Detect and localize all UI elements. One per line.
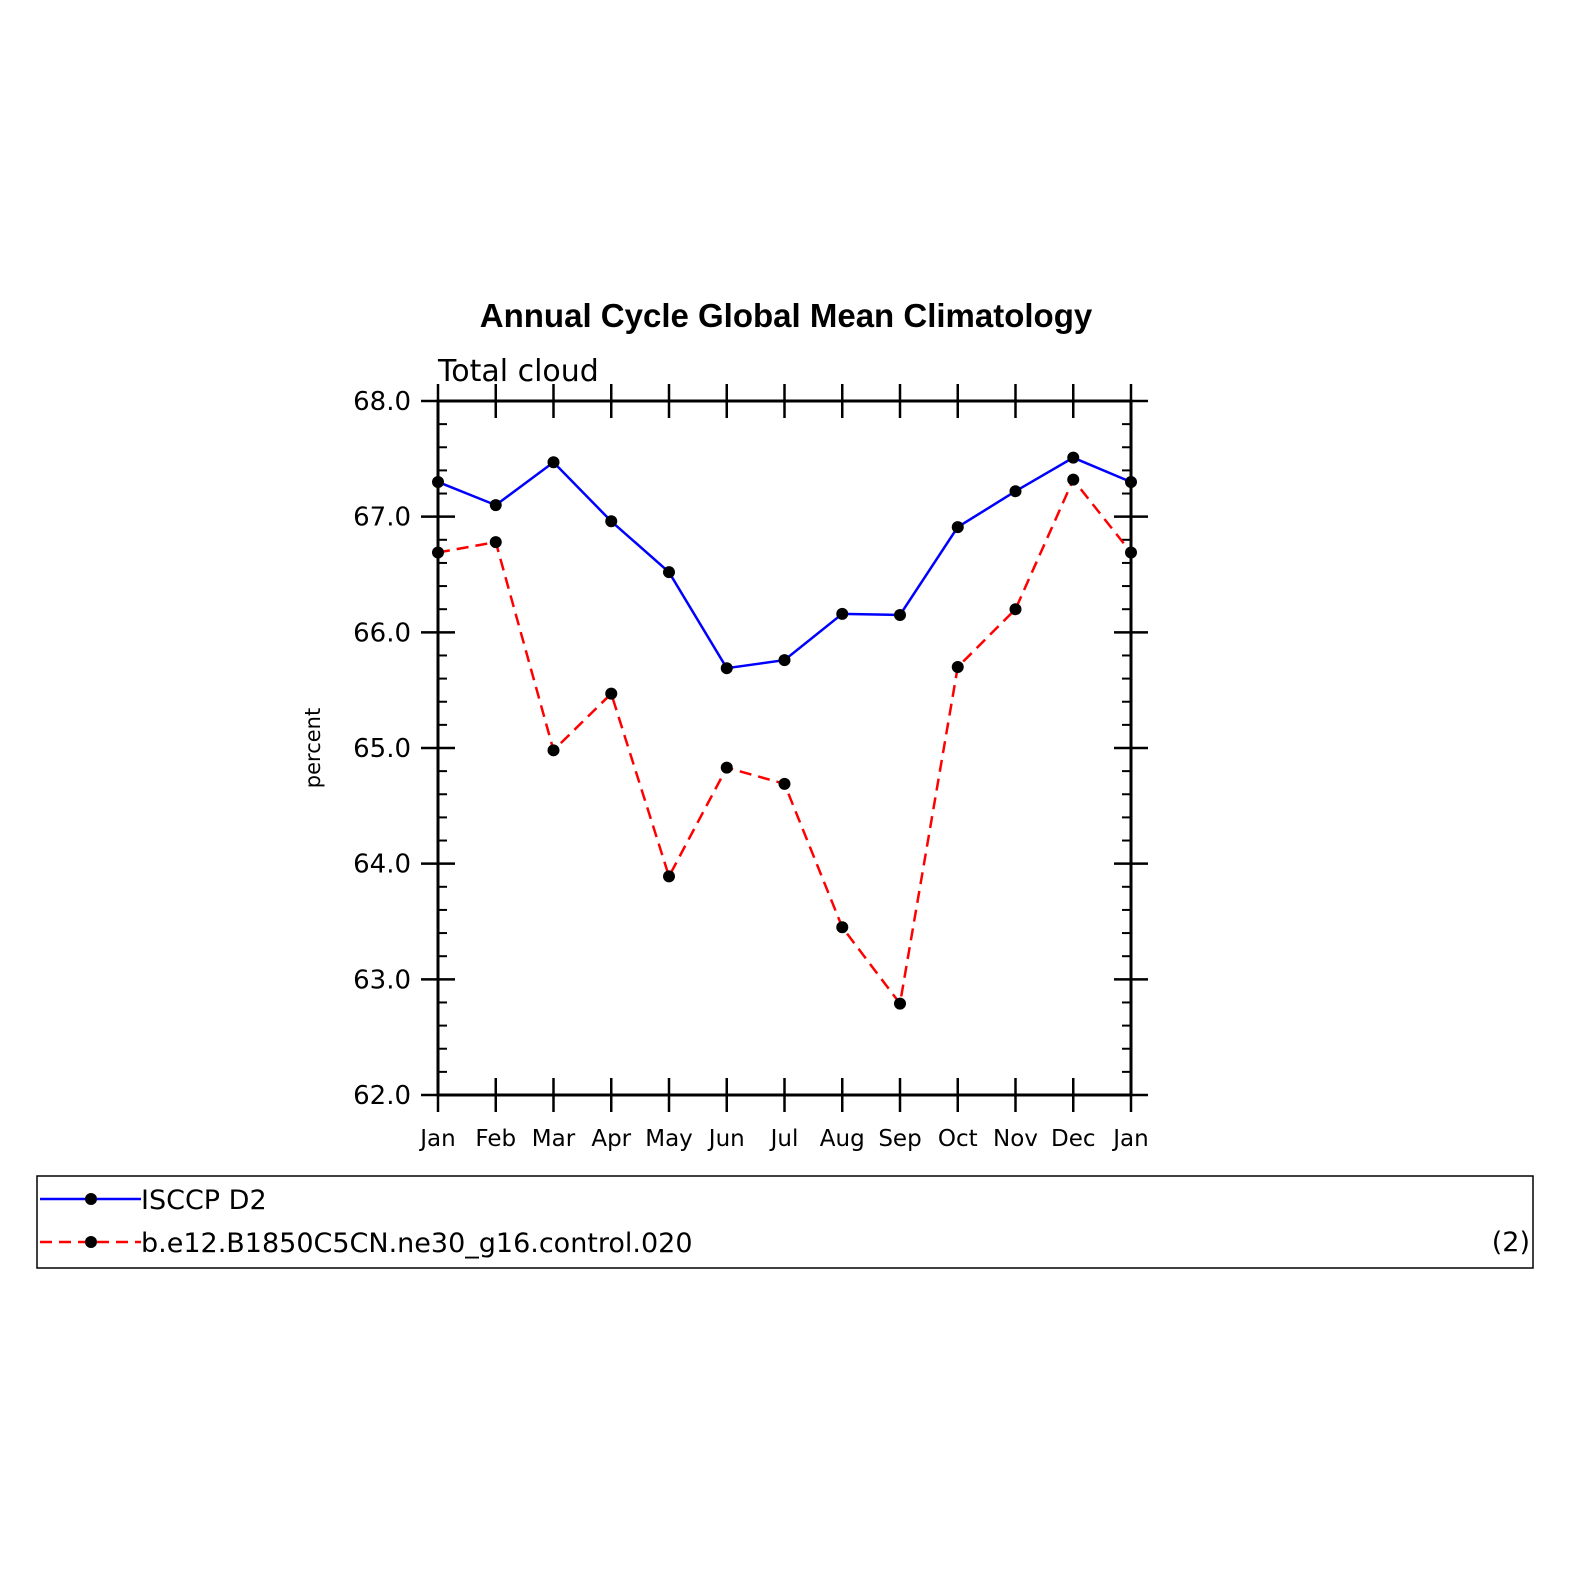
data-point: [605, 687, 618, 700]
plot-border: [436, 399, 1133, 1097]
x-tick-label: Jan: [418, 1126, 455, 1152]
y-tick-label: 67.0: [353, 503, 411, 533]
data-point: [1009, 485, 1022, 498]
legend-box: [36, 1175, 1534, 1269]
x-tick-label: Aug: [820, 1126, 865, 1152]
x-tick-label: Oct: [938, 1126, 978, 1152]
data-point: [432, 475, 444, 488]
series-layer: [432, 451, 1137, 1010]
legend-entries: ISCCP D2 b.e12.B1850C5CN.ne30_g16.control…: [40, 1185, 693, 1259]
x-tick-label: Feb: [475, 1126, 516, 1152]
x-tick-label: Jun: [707, 1126, 745, 1152]
data-point: [1125, 546, 1137, 559]
data-point: [663, 870, 675, 883]
y-tick-labels: 62.0 63.0 64.0 65.0 66.0 67.0 68.0: [353, 387, 411, 1111]
data-point: [951, 661, 964, 674]
data-point: [489, 536, 502, 549]
x-tick-label: Mar: [532, 1126, 576, 1152]
y-tick-label: 64.0: [353, 850, 411, 880]
x-tick-label: Apr: [591, 1126, 631, 1152]
y-tick-label: 65.0: [353, 734, 411, 764]
legend-note: (2): [1492, 1227, 1530, 1258]
x-tick-labels: Jan Feb Mar Apr May Jun Jul Aug Sep Oct Nov Dec Jan: [418, 1126, 1148, 1152]
data-point: [1125, 475, 1137, 488]
series-2: [432, 473, 1137, 1010]
data-point: [663, 566, 675, 579]
x-tick-label: May: [645, 1126, 693, 1152]
x-tick-label: Sep: [878, 1126, 921, 1152]
axis-ticks: [421, 384, 1148, 1112]
data-point: [894, 997, 906, 1010]
data-point: [720, 662, 733, 675]
x-tick-label: Jul: [769, 1126, 799, 1152]
y-tick-label: 68.0: [353, 387, 411, 417]
data-point: [1067, 451, 1080, 464]
y-tick-label: 63.0: [353, 965, 411, 995]
x-tick-label: Dec: [1051, 1126, 1096, 1152]
legend-marker: [85, 1193, 97, 1205]
data-point: [547, 456, 560, 469]
plot-frame: [436, 399, 1133, 1097]
legend-entry-1: ISCCP D2: [40, 1185, 267, 1216]
y-tick-label: 66.0: [353, 618, 411, 648]
data-point: [951, 521, 964, 534]
data-point: [1067, 473, 1080, 486]
data-point: [605, 515, 618, 528]
series-line: [437, 477, 1132, 1007]
x-tick-label: Nov: [993, 1126, 1038, 1152]
data-point: [1009, 603, 1022, 616]
data-point: [778, 777, 791, 790]
data-point: [836, 921, 849, 934]
legend-marker: [85, 1236, 97, 1248]
data-point: [547, 744, 560, 757]
data-point: [778, 654, 791, 667]
legend: ISCCP D2 b.e12.B1850C5CN.ne30_g16.control…: [36, 1175, 1534, 1269]
chart-title: Annual Cycle Global Mean Climatology: [480, 297, 1093, 334]
data-point: [432, 546, 444, 559]
series-line: [437, 456, 1132, 670]
legend-label: b.e12.B1850C5CN.ne30_g16.control.020: [141, 1228, 693, 1259]
legend-entry-2: b.e12.B1850C5CN.ne30_g16.control.020: [40, 1228, 693, 1259]
data-point: [489, 499, 502, 512]
y-tick-label: 62.0: [353, 1081, 411, 1111]
data-point: [720, 761, 733, 774]
legend-label: ISCCP D2: [141, 1185, 267, 1216]
chart-subtitle: Total cloud: [437, 354, 599, 389]
series-1: [432, 451, 1137, 675]
data-point: [894, 608, 906, 621]
x-tick-label: Jan: [1111, 1126, 1148, 1152]
data-point: [836, 607, 849, 620]
y-axis-label: percent: [301, 708, 325, 788]
